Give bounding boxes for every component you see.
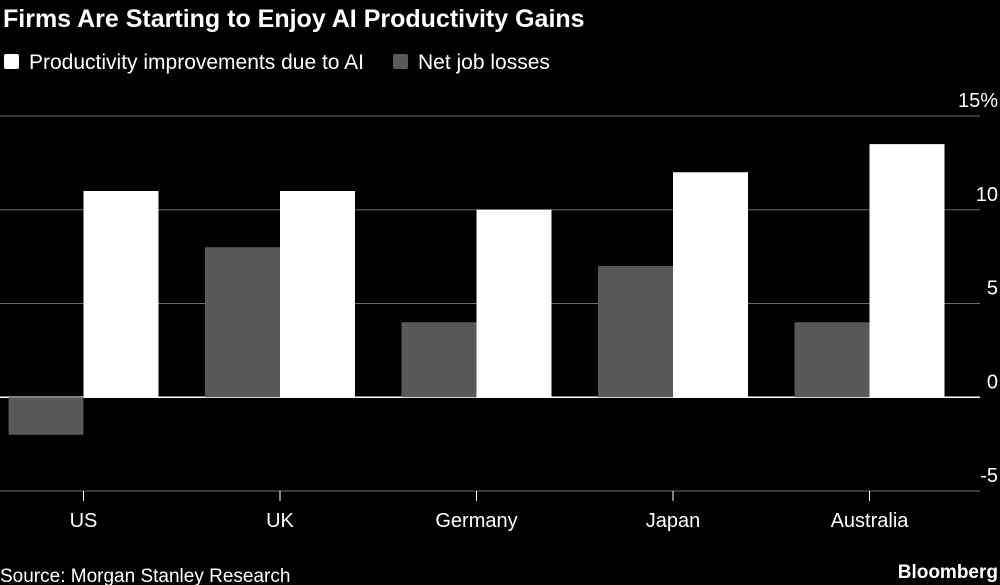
- bar-productivity-australia: [869, 144, 945, 398]
- legend-item: Net job losses: [393, 51, 550, 74]
- legend-label: Net job losses: [418, 51, 550, 74]
- bars: [8, 144, 945, 435]
- x-tick-label: Australia: [831, 510, 910, 532]
- legend-label: Productivity improvements due to AI: [29, 51, 364, 74]
- y-tick-label: 15%: [958, 90, 998, 112]
- x-tick-label: US: [70, 510, 98, 532]
- bar-productivity-germany: [476, 209, 552, 398]
- chart-title: Firms Are Starting to Enjoy AI Productiv…: [3, 5, 585, 33]
- legend-swatch: [4, 54, 19, 69]
- x-axis: US UK Germany Japan Australia: [70, 491, 910, 532]
- bar-productivity-japan: [673, 172, 748, 398]
- bar-productivity-us: [83, 191, 159, 398]
- bar-net-job-losses-australia: [794, 322, 870, 398]
- y-tick-label: -5: [980, 465, 998, 487]
- bar-net-job-losses-uk: [205, 247, 280, 398]
- x-tick-label: Japan: [646, 510, 701, 532]
- bar-net-job-losses-japan: [598, 266, 673, 398]
- bar-productivity-uk: [280, 191, 355, 398]
- bar-net-job-losses-germany: [401, 322, 477, 398]
- x-tick-label: Germany: [435, 510, 517, 532]
- y-tick-label: 10: [976, 184, 998, 206]
- bar-net-job-losses-us: [8, 397, 84, 435]
- y-axis: -5 0 5 10 15%: [958, 90, 998, 487]
- legend-swatch: [393, 54, 408, 69]
- bloomberg-logo: Bloomberg: [898, 562, 998, 583]
- y-tick-label: 0: [987, 371, 998, 393]
- legend-item: Productivity improvements due to AI: [4, 51, 364, 74]
- y-tick-label: 5: [987, 278, 998, 300]
- legend: Productivity improvements due to AI Net j…: [4, 51, 550, 74]
- x-tick-label: UK: [266, 510, 294, 532]
- source-note: Source: Morgan Stanley Research: [0, 566, 290, 585]
